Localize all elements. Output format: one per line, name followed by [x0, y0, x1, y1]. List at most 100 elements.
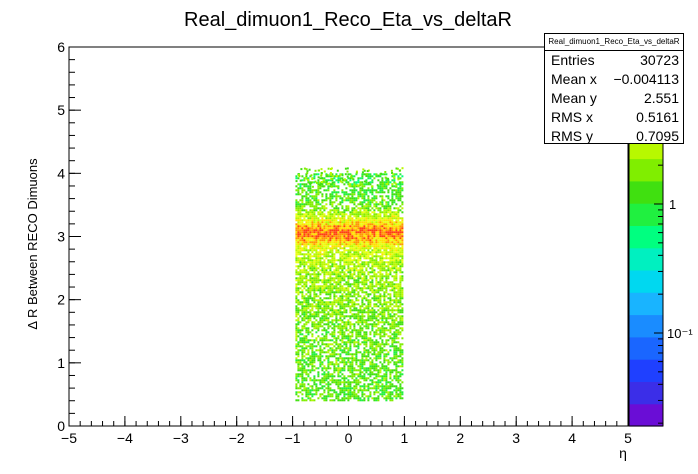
heatmap-cell	[343, 307, 346, 310]
heatmap-cell	[349, 189, 352, 192]
heatmap-cell	[395, 239, 398, 242]
heatmap-cell	[349, 291, 352, 294]
heatmap-cell	[387, 281, 390, 284]
heatmap-cell	[357, 265, 360, 268]
heatmap-cell	[379, 227, 382, 230]
heatmap-cell	[383, 221, 386, 224]
heatmap-cell	[379, 389, 382, 392]
heatmap-cell	[303, 307, 306, 310]
heatmap-cell	[335, 237, 338, 240]
heatmap-cell	[341, 311, 344, 314]
heatmap-cell	[303, 319, 306, 322]
heatmap-cell	[307, 351, 310, 354]
heatmap-cell	[373, 373, 376, 376]
heatmap-cell	[401, 247, 404, 250]
heatmap-cell	[355, 287, 358, 290]
heatmap-cell	[323, 233, 326, 236]
heatmap-cell	[401, 259, 404, 262]
heatmap-cell	[347, 275, 350, 278]
heatmap-cell	[371, 297, 374, 300]
heatmap-cell	[337, 185, 340, 188]
heatmap-cell	[319, 223, 322, 226]
heatmap-cell	[353, 389, 356, 392]
heatmap-cell	[381, 257, 384, 260]
heatmap-cell	[315, 313, 318, 316]
heatmap-cell	[347, 255, 350, 258]
heatmap-cell	[365, 181, 368, 184]
heatmap-cell	[391, 191, 394, 194]
heatmap-cell	[361, 195, 364, 198]
heatmap-cell	[395, 283, 398, 286]
heatmap-cell	[365, 299, 368, 302]
heatmap-cell	[349, 255, 352, 258]
heatmap-cell	[377, 225, 380, 228]
heatmap-cell	[367, 317, 370, 320]
heatmap-cell	[359, 209, 362, 212]
heatmap-cell	[311, 261, 314, 264]
heatmap-cell	[327, 393, 330, 396]
heatmap-cell	[371, 193, 374, 196]
heatmap-cell	[313, 241, 316, 244]
heatmap-cell	[313, 399, 316, 402]
heatmap-cell	[325, 269, 328, 272]
heatmap-cell	[399, 299, 402, 302]
heatmap-cell	[321, 351, 324, 354]
heatmap-cell	[353, 357, 356, 360]
heatmap-cell	[401, 263, 404, 266]
heatmap-cell	[329, 197, 332, 200]
heatmap-cell	[389, 253, 392, 256]
heatmap-cell	[373, 205, 376, 208]
heatmap-cell	[307, 289, 310, 292]
heatmap-cell	[315, 285, 318, 288]
heatmap-cell	[365, 293, 368, 296]
heatmap-cell	[397, 187, 400, 190]
heatmap-cell	[399, 383, 402, 386]
heatmap-cell	[377, 313, 380, 316]
heatmap-cell	[383, 367, 386, 370]
heatmap-cell	[379, 207, 382, 210]
heatmap-cell	[333, 335, 336, 338]
heatmap-cell	[399, 231, 402, 234]
heatmap-cell	[351, 227, 354, 230]
heatmap-cell	[377, 383, 380, 386]
heatmap-cell	[369, 339, 372, 342]
heatmap-cell	[401, 329, 404, 332]
heatmap-cell	[315, 289, 318, 292]
heatmap-cell	[331, 221, 334, 224]
heatmap-cell	[321, 321, 324, 324]
heatmap-cell	[359, 361, 362, 364]
heatmap-cell	[311, 333, 314, 336]
heatmap-cell	[395, 329, 398, 332]
heatmap-cell	[331, 339, 334, 342]
heatmap-cell	[315, 247, 318, 250]
heatmap-cell	[343, 363, 346, 366]
heatmap-cell	[362, 168, 365, 171]
heatmap-cell	[394, 182, 397, 185]
heatmap-cell	[393, 327, 396, 330]
heatmap-cell	[311, 345, 314, 348]
heatmap-cell	[313, 393, 316, 396]
heatmap-cell	[305, 225, 308, 228]
heatmap-cell	[325, 303, 328, 306]
heatmap-cell	[331, 373, 334, 376]
heatmap-cell	[337, 393, 340, 396]
heatmap-cell	[311, 307, 314, 310]
heatmap-cell	[399, 205, 402, 208]
heatmap-cell	[395, 387, 398, 390]
heatmap-cell	[299, 265, 302, 268]
heatmap-cell	[343, 391, 346, 394]
heatmap-cell	[299, 373, 302, 376]
heatmap-cell	[379, 189, 382, 192]
heatmap-cell	[367, 197, 370, 200]
heatmap-cell	[295, 359, 298, 362]
heatmap-cell	[333, 217, 336, 220]
heatmap-cell	[345, 209, 348, 212]
heatmap-cell	[339, 253, 342, 256]
heatmap-cell	[389, 215, 392, 218]
heatmap-cell	[319, 289, 322, 292]
heatmap-cell	[315, 245, 318, 248]
heatmap-cell	[365, 277, 368, 280]
heatmap-cell	[307, 251, 310, 254]
heatmap-cell	[313, 295, 316, 298]
heatmap-cell	[359, 377, 362, 380]
